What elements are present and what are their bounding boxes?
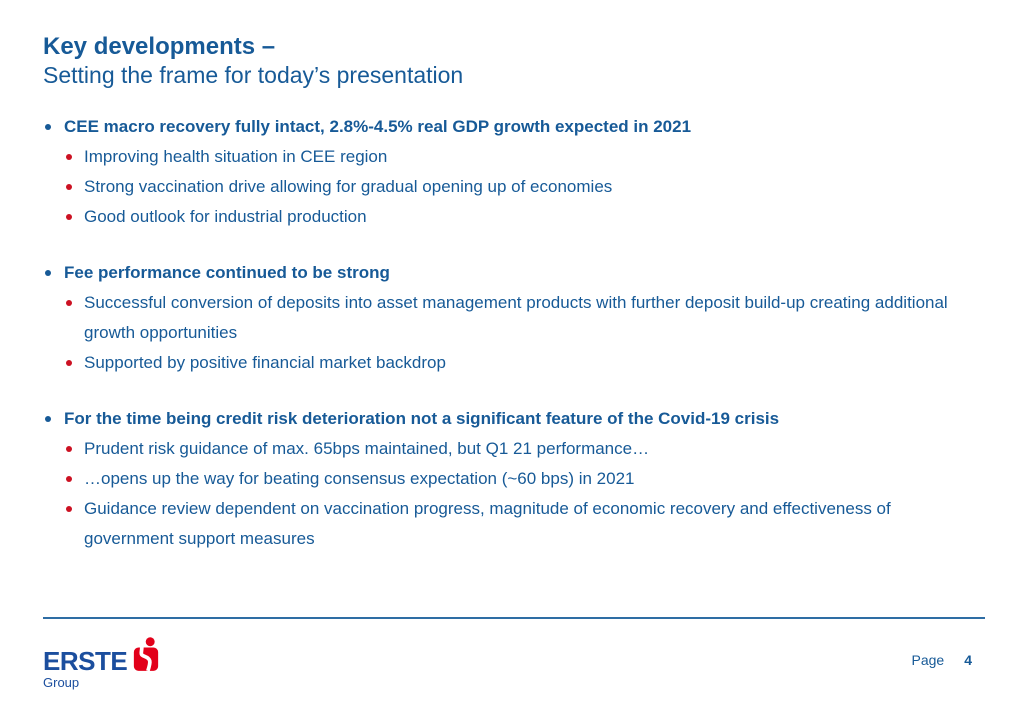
sub-bullet-text: …opens up the way for beating consensus … [84,469,635,488]
red-bullet-icon [66,154,72,160]
sub-bullet: Strong vaccination drive allowing for gr… [64,172,988,202]
logo-wordmark: ERSTE [43,646,128,676]
logo-subtext: Group [43,675,80,690]
sub-bullet-text: Supported by positive financial market b… [84,353,446,372]
sub-bullet: Improving health situation in CEE region [64,142,988,172]
main-bullet: For the time being credit risk deteriora… [43,404,988,434]
main-bullet-text: For the time being credit risk deteriora… [64,409,780,428]
sub-bullet: Successful conversion of deposits into a… [64,288,988,348]
bullet-group-fees: Fee performance continued to be strong S… [43,258,988,378]
footer-divider [43,617,985,619]
red-bullet-icon [66,300,72,306]
red-bullet-icon [66,214,72,220]
main-bullet-text: CEE macro recovery fully intact, 2.8%-4.… [64,117,692,136]
logo-row: ERSTE [43,637,160,674]
sub-bullet: Prudent risk guidance of max. 65bps main… [64,434,988,464]
page-indicator: Page 4 [912,652,973,668]
blue-bullet-icon [45,270,51,276]
sub-bullet: Guidance review dependent on vaccination… [64,494,988,554]
blue-bullet-icon [45,416,51,422]
blue-bullet-icon [45,124,51,130]
sub-bullet-text: Successful conversion of deposits into a… [84,293,948,342]
slide-title: Key developments – [43,33,276,60]
sub-bullet-text: Prudent risk guidance of max. 65bps main… [84,439,650,458]
slide-subtitle: Setting the frame for today’s presentati… [43,62,464,88]
sub-bullet: …opens up the way for beating consensus … [64,464,988,494]
bullet-group-risk: For the time being credit risk deteriora… [43,404,988,554]
erste-group-logo: ERSTE Group [43,637,160,691]
page-number: 4 [964,652,972,668]
main-bullet: CEE macro recovery fully intact, 2.8%-4.… [43,112,988,142]
title-block: Key developments – Setting the frame for… [43,32,463,90]
main-bullet: Fee performance continued to be strong [43,258,988,288]
bullet-group-macro: CEE macro recovery fully intact, 2.8%-4.… [43,112,988,232]
red-bullet-icon [66,476,72,482]
sub-bullet-text: Strong vaccination drive allowing for gr… [84,177,613,196]
sub-bullet-text: Guidance review dependent on vaccination… [84,499,891,548]
sub-bullet: Supported by positive financial market b… [64,348,988,378]
page-label: Page [911,652,945,668]
red-bullet-icon [66,506,72,512]
slide-content: CEE macro recovery fully intact, 2.8%-4.… [43,112,988,580]
sub-bullet-text: Improving health situation in CEE region [84,147,388,166]
sub-bullet: Good outlook for industrial production [64,202,988,232]
sub-bullet-text: Good outlook for industrial production [84,207,367,226]
sparkasse-s-icon [134,637,159,672]
red-bullet-icon [66,360,72,366]
red-bullet-icon [66,184,72,190]
main-bullet-text: Fee performance continued to be strong [64,263,390,282]
red-bullet-icon [66,446,72,452]
